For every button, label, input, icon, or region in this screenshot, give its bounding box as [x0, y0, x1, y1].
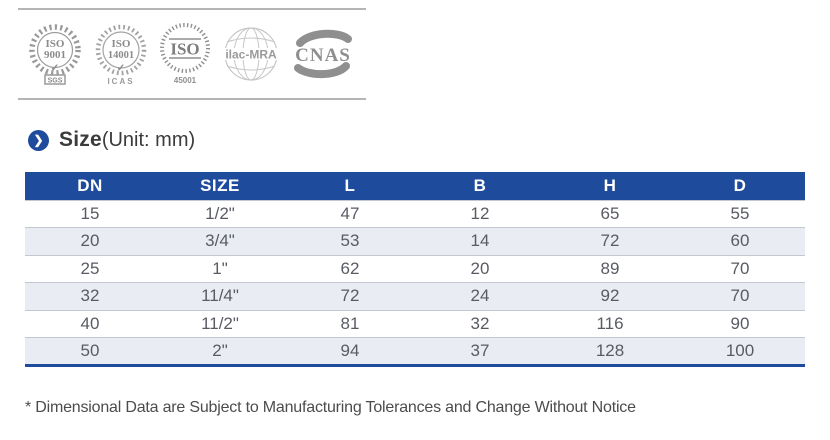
table-row: 50 2" 94 37 128 100 — [25, 337, 805, 365]
check-icon: ✓ — [51, 63, 59, 74]
table-cell: 90 — [675, 309, 805, 338]
check-icon: ✓ — [116, 63, 124, 74]
table-cell: 1" — [155, 254, 285, 283]
table-cell: 11/2" — [155, 309, 285, 338]
ilac-mra-globe-icon: ilac-MRA — [219, 22, 283, 86]
svg-text:ilac-MRA: ilac-MRA — [225, 48, 277, 62]
iso9001-text: ISO — [46, 38, 65, 50]
table-cell: 62 — [285, 254, 415, 283]
footnote: * Dimensional Data are Subject to Manufa… — [25, 399, 636, 416]
table-cell: 116 — [545, 309, 675, 338]
table-cell: 32 — [25, 282, 155, 310]
table-cell: 100 — [675, 337, 805, 365]
table-row: 20 3/4" 53 14 72 60 — [25, 227, 805, 255]
table-cell: 2" — [155, 337, 285, 365]
size-table: DN SIZE L B H D 15 1/2" 47 12 65 55 20 3/4" 53 14 72 60 2… — [25, 172, 805, 367]
table-cell: 20 — [415, 254, 545, 283]
svg-text:ISO: ISO — [170, 40, 199, 59]
table-cell: 94 — [285, 337, 415, 365]
column-header: D — [675, 172, 805, 200]
column-header: H — [545, 172, 675, 200]
table-cell: 12 — [415, 199, 545, 228]
column-header: B — [415, 172, 545, 200]
table-row: 15 1/2" 47 12 65 55 — [25, 199, 805, 228]
table-cell: 24 — [415, 282, 545, 310]
table-cell: 65 — [545, 199, 675, 228]
svg-text:ISO: ISO — [111, 38, 130, 50]
table-cell: 15 — [25, 199, 155, 228]
svg-text:45001: 45001 — [174, 76, 197, 85]
svg-text:CNAS: CNAS — [295, 45, 351, 66]
table-cell: 72 — [545, 227, 675, 255]
table-row: 40 11/2" 81 32 116 90 — [25, 309, 805, 338]
table-cell: 128 — [545, 337, 675, 365]
table-cell: 53 — [285, 227, 415, 255]
table-cell: 14 — [415, 227, 545, 255]
table-cell: 70 — [675, 282, 805, 310]
table-cell: 50 — [25, 337, 155, 365]
svg-text:14001: 14001 — [107, 50, 133, 61]
table-row: 25 1" 62 20 89 70 — [25, 254, 805, 283]
svg-text:9001: 9001 — [44, 49, 66, 61]
table-row: 32 11/4" 72 24 92 70 — [25, 282, 805, 310]
table-cell: 47 — [285, 199, 415, 228]
table-cell: 55 — [675, 199, 805, 228]
table-cell: 25 — [25, 254, 155, 283]
column-header: SIZE — [155, 172, 285, 200]
iso-14001-badge-icon: ISO 14001 ✓ ICAS — [90, 21, 152, 87]
table-cell: 11/4" — [155, 282, 285, 310]
table-cell: 32 — [415, 309, 545, 338]
table-cell: 60 — [675, 227, 805, 255]
section-title-unit: (Unit: mm) — [101, 128, 196, 151]
table-cell: 37 — [415, 337, 545, 365]
cnas-logo-icon: CNAS — [286, 28, 360, 80]
iso-45001-badge-icon: ISO 45001 — [155, 21, 215, 87]
column-header: DN — [25, 172, 155, 200]
certification-strip: ISO 9001 ✓ SGS ISO 14001 ✓ ICAS — [18, 8, 366, 100]
table-cell: 92 — [545, 282, 675, 310]
size-table-header-row: DN SIZE L B H D — [25, 172, 805, 200]
size-table-container: DN SIZE L B H D 15 1/2" 47 12 65 55 20 3/4" 53 14 72 60 2… — [25, 172, 805, 367]
table-cell: 72 — [285, 282, 415, 310]
table-cell: 1/2" — [155, 199, 285, 228]
section-title: Size — [59, 128, 102, 151]
table-cell: 81 — [285, 309, 415, 338]
table-cell: 89 — [545, 254, 675, 283]
size-table-body: 15 1/2" 47 12 65 55 20 3/4" 53 14 72 60 25 1" 62 20 89 70… — [25, 199, 805, 365]
svg-text:SGS: SGS — [48, 78, 63, 85]
iso-9001-badge-icon: ISO 9001 ✓ SGS — [24, 21, 86, 87]
table-cell: 3/4" — [155, 227, 285, 255]
chevron-right-icon: ❯ — [28, 129, 49, 151]
table-cell: 70 — [675, 254, 805, 283]
section-heading: ❯ Size (Unit: mm) — [28, 128, 195, 152]
svg-text:ICAS: ICAS — [107, 77, 134, 86]
table-cell: 20 — [25, 227, 155, 255]
table-cell: 40 — [25, 309, 155, 338]
column-header: L — [285, 172, 415, 200]
